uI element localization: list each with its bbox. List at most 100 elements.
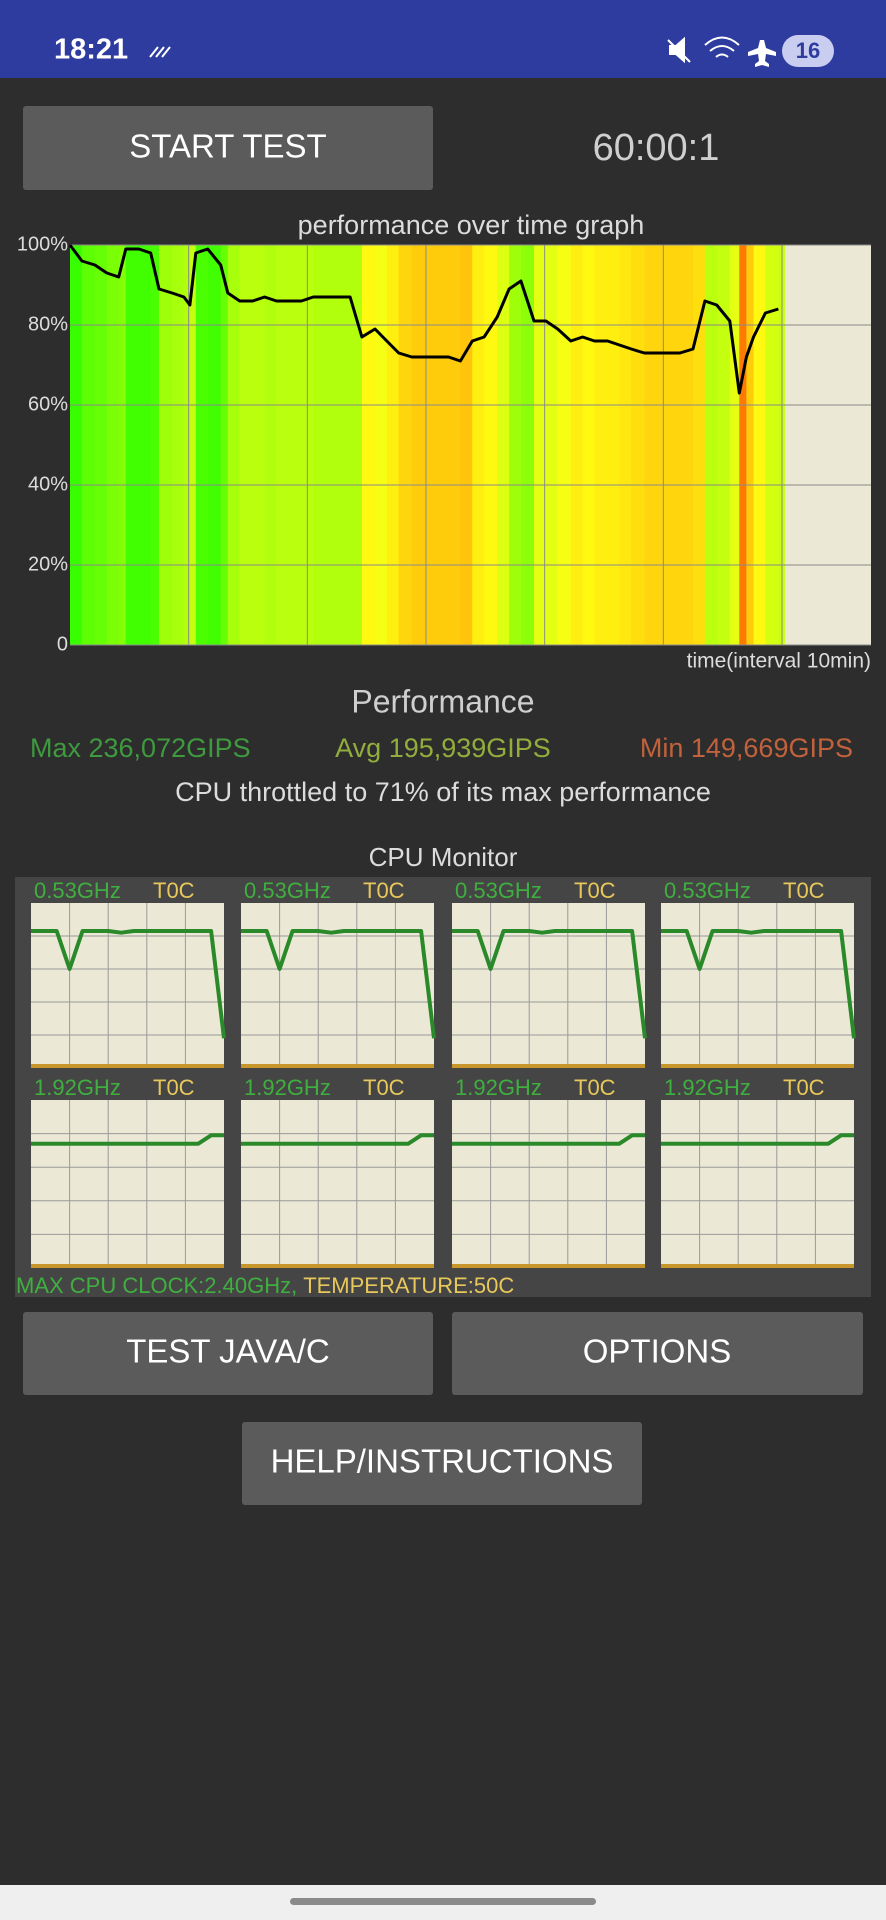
heat-strip	[276, 245, 291, 645]
heat-strip	[81, 245, 96, 645]
core-graph	[452, 1100, 645, 1268]
heat-strip	[313, 245, 326, 645]
heat-strip	[619, 245, 632, 645]
core-graph	[452, 903, 645, 1068]
heat-strip	[644, 245, 657, 645]
core-temperature: T0C	[153, 1075, 195, 1100]
heat-strip	[520, 245, 535, 645]
heat-strip	[582, 245, 596, 645]
button-label: TEST JAVA/C	[126, 1333, 330, 1370]
help-button[interactable]	[242, 1422, 642, 1505]
heat-strip	[509, 245, 522, 645]
heat-strip	[557, 245, 572, 645]
core-temperature: T0C	[783, 878, 825, 903]
heat-strip	[264, 245, 277, 645]
core-load-line	[31, 929, 226, 1039]
core-temperature: T0C	[574, 878, 616, 903]
heat-strip	[350, 245, 363, 645]
y-tick-label: 60%	[28, 393, 68, 415]
y-tick-label: 20%	[28, 553, 68, 575]
heat-strip	[739, 245, 747, 645]
cpu-monitor-footer: MAX CPU CLOCK:2.40GHz, TEMPERATURE:50C	[16, 1273, 514, 1298]
heat-strip	[729, 245, 740, 645]
options-button[interactable]	[452, 1312, 863, 1395]
core-temperature: T0C	[783, 1075, 825, 1100]
heat-strip	[195, 245, 209, 645]
heat-strip	[183, 245, 191, 645]
heat-strip	[716, 245, 731, 645]
heat-strip	[125, 245, 140, 645]
heat-strip	[679, 245, 694, 645]
cpu-monitor-title: CPU Monitor	[369, 842, 518, 872]
core-graph	[241, 1100, 434, 1268]
core-load-line	[661, 929, 856, 1039]
core-load-line	[241, 929, 436, 1039]
test-java-button[interactable]	[23, 1312, 433, 1395]
heat-strip	[497, 245, 510, 645]
core-graph	[661, 1100, 854, 1268]
status-bar	[0, 0, 886, 78]
heat-strip	[693, 245, 706, 645]
heat-strip	[570, 245, 584, 645]
core-temperature: T0C	[363, 878, 405, 903]
core-graph	[31, 1100, 224, 1268]
battery	[782, 35, 834, 67]
heat-strip	[533, 245, 547, 645]
heat-strip	[252, 245, 266, 645]
heat-strip	[460, 245, 473, 645]
heat-strip	[668, 245, 681, 645]
core-frequency: 0.53GHz	[664, 878, 751, 903]
y-tick-label: 0	[57, 633, 68, 655]
core-frequency: 1.92GHz	[244, 1075, 331, 1100]
heat-strip	[656, 245, 669, 645]
core-frequency: 1.92GHz	[455, 1075, 542, 1100]
heat-strip	[753, 245, 766, 645]
heat-strip	[118, 245, 127, 645]
core-temperature: T0C	[574, 1075, 616, 1100]
max-performance: Max 236,072GIPS	[30, 733, 251, 763]
heat-strip	[227, 245, 241, 645]
core-temperature: T0C	[153, 878, 195, 903]
heat-strip	[765, 245, 779, 645]
start-test-button[interactable]	[23, 106, 433, 190]
heat-strip	[435, 245, 450, 645]
avg-performance: Avg 195,939GIPS	[335, 733, 551, 763]
core-frequency: 0.53GHz	[34, 878, 121, 903]
core-temperature: T0C	[363, 1075, 405, 1100]
timer: 60:00:1	[593, 127, 720, 169]
heat-strip	[704, 245, 718, 645]
throttle-summary: CPU throttled to 71% of its max performa…	[175, 777, 711, 807]
heat-strip	[338, 245, 351, 645]
performance-line	[68, 244, 779, 395]
heat-strip	[398, 245, 413, 645]
core-graph	[31, 903, 224, 1068]
home-handle[interactable]	[290, 1898, 596, 1905]
heat-strip	[70, 245, 83, 645]
y-tick-label: 100%	[17, 233, 68, 255]
heat-strip	[545, 245, 559, 645]
battery-level: 16	[796, 38, 820, 63]
heat-strip	[631, 245, 645, 645]
graph-title: performance over time graph	[298, 210, 645, 240]
heat-strip	[448, 245, 461, 645]
heat-strip	[94, 245, 108, 645]
heat-strip	[472, 245, 485, 645]
heat-strip	[411, 245, 425, 645]
core-load-line	[241, 1133, 434, 1146]
heat-strip	[607, 245, 620, 645]
x-axis-label: time(interval 10min)	[687, 650, 871, 673]
button-label: START TEST	[129, 128, 326, 165]
performance-title: Performance	[351, 683, 534, 719]
button-label: OPTIONS	[583, 1333, 732, 1370]
max-clock: MAX CPU CLOCK:2.40GHz,	[16, 1273, 297, 1298]
core-frequency: 1.92GHz	[664, 1075, 751, 1100]
y-tick-label: 40%	[28, 473, 68, 495]
heat-strip	[423, 245, 436, 645]
core-load-line	[31, 1133, 224, 1146]
temperature: TEMPERATURE:50C	[303, 1273, 514, 1298]
heat-strip	[159, 245, 173, 645]
heat-strip	[138, 245, 152, 645]
core-load-line	[452, 929, 647, 1039]
